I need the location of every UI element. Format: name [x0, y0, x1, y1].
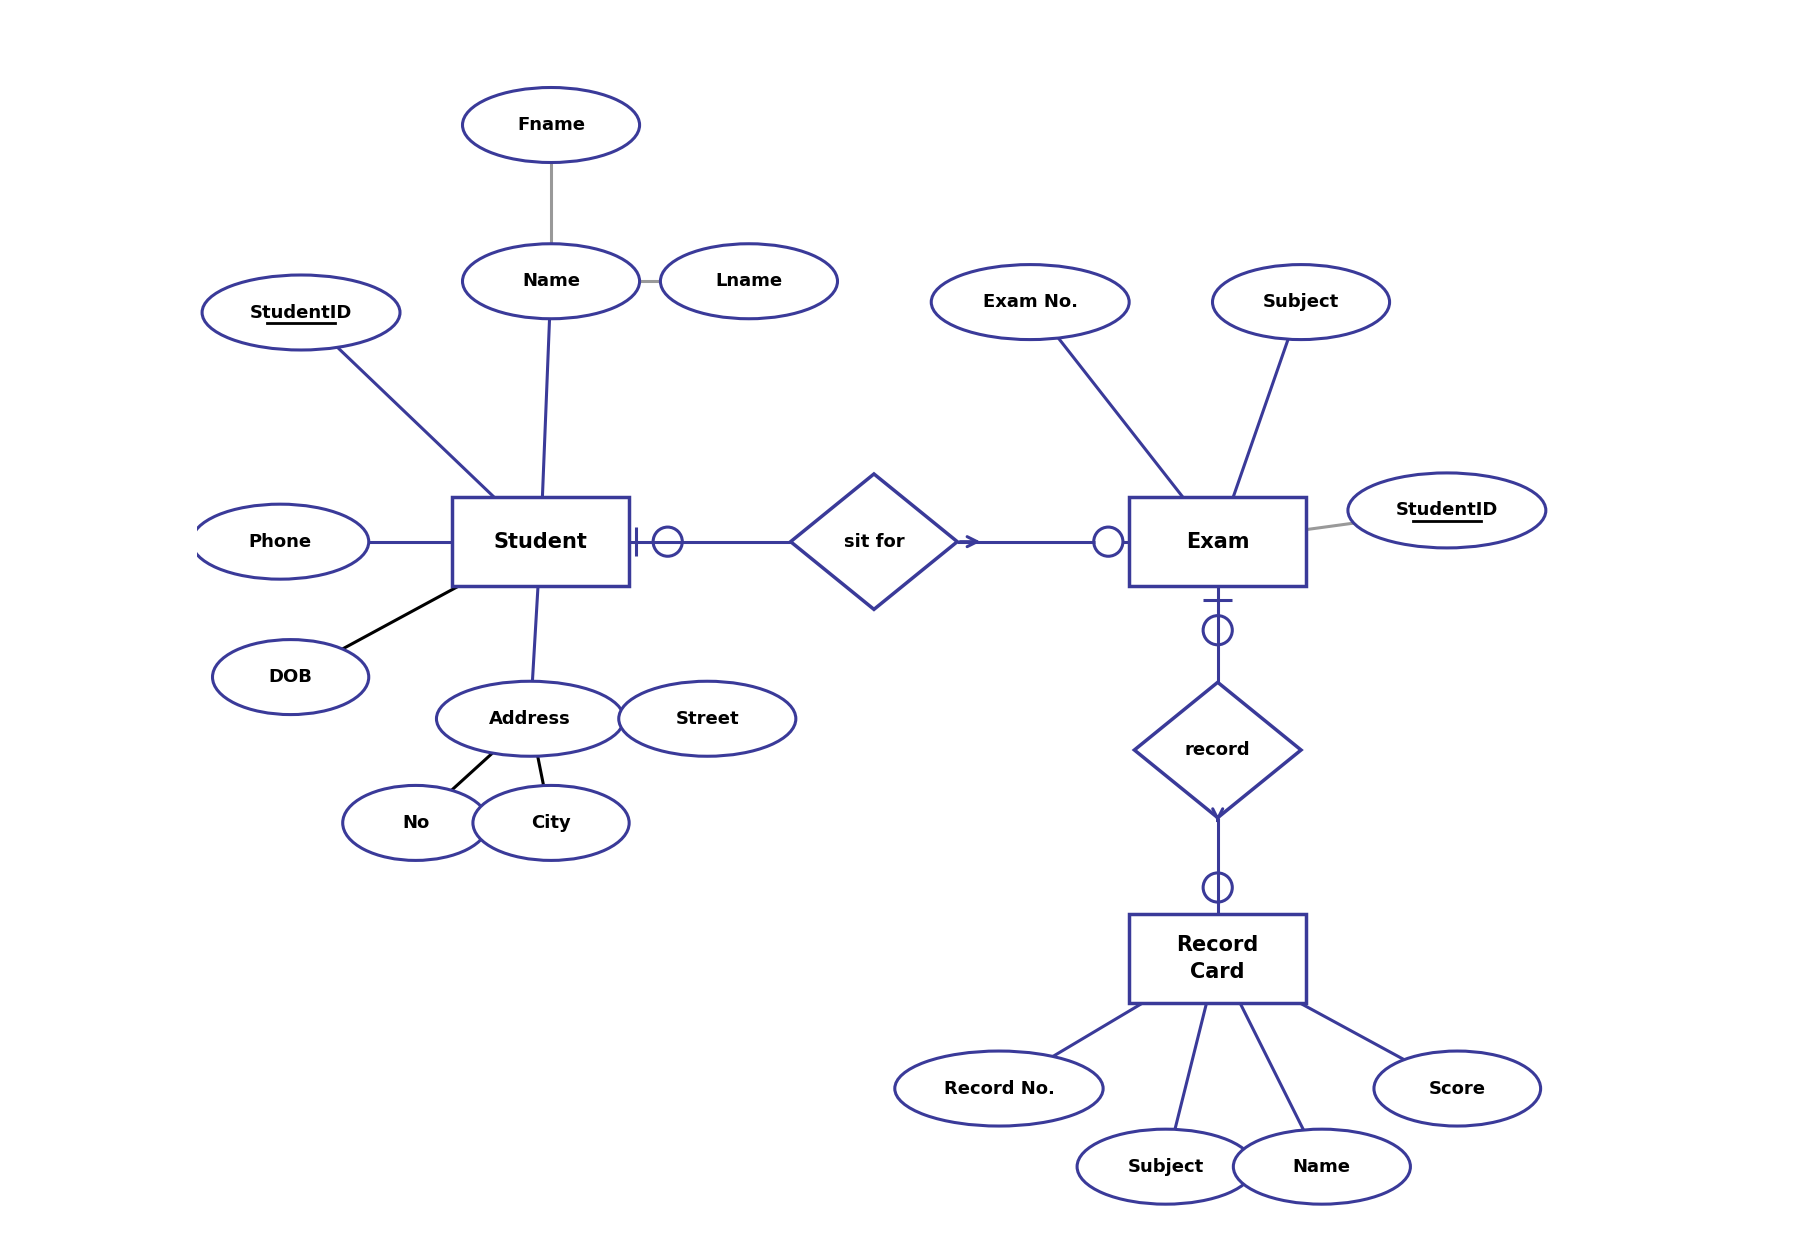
Ellipse shape: [661, 244, 837, 319]
FancyBboxPatch shape: [1129, 498, 1307, 586]
Text: DOB: DOB: [268, 668, 313, 686]
Ellipse shape: [1373, 1051, 1541, 1126]
Ellipse shape: [1348, 472, 1546, 548]
Text: Phone: Phone: [248, 532, 311, 551]
Text: Exam: Exam: [1186, 531, 1249, 551]
Ellipse shape: [1076, 1129, 1255, 1204]
Text: City: City: [531, 814, 571, 832]
Text: Exam No.: Exam No.: [983, 292, 1078, 311]
Ellipse shape: [202, 275, 400, 350]
Ellipse shape: [463, 88, 639, 162]
Text: Street: Street: [675, 710, 740, 727]
Text: Student: Student: [493, 531, 587, 551]
Ellipse shape: [931, 265, 1129, 340]
Ellipse shape: [436, 681, 625, 756]
Text: Record No.: Record No.: [943, 1080, 1055, 1098]
Ellipse shape: [473, 785, 630, 860]
Ellipse shape: [212, 640, 369, 715]
Text: Record
Card: Record Card: [1177, 935, 1258, 981]
Text: Address: Address: [490, 710, 571, 727]
Text: StudentID: StudentID: [1395, 501, 1498, 520]
Ellipse shape: [1213, 265, 1390, 340]
Text: Score: Score: [1429, 1080, 1485, 1098]
Text: StudentID: StudentID: [250, 304, 353, 321]
Text: record: record: [1184, 741, 1251, 759]
Ellipse shape: [1233, 1129, 1411, 1204]
Text: No: No: [401, 814, 428, 832]
Ellipse shape: [342, 785, 488, 860]
Text: Name: Name: [522, 272, 580, 290]
Text: Fname: Fname: [517, 116, 585, 134]
Text: Name: Name: [1292, 1158, 1350, 1176]
Ellipse shape: [463, 244, 639, 319]
Ellipse shape: [619, 681, 796, 756]
Text: sit for: sit for: [844, 532, 904, 551]
Text: Subject: Subject: [1264, 292, 1339, 311]
Polygon shape: [1134, 682, 1301, 818]
FancyBboxPatch shape: [452, 498, 630, 586]
Ellipse shape: [191, 504, 369, 579]
Ellipse shape: [895, 1051, 1103, 1126]
FancyBboxPatch shape: [1129, 914, 1307, 1003]
Text: Subject: Subject: [1127, 1158, 1204, 1176]
Polygon shape: [790, 474, 958, 610]
Text: Lname: Lname: [715, 272, 783, 290]
